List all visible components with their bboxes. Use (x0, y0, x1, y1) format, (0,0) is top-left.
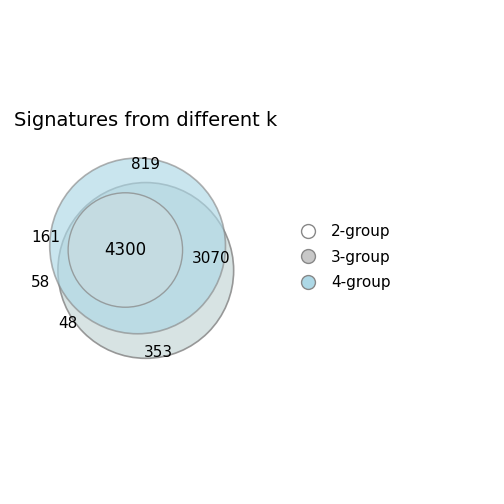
Title: Signatures from different k: Signatures from different k (14, 111, 277, 130)
Circle shape (58, 182, 234, 358)
Circle shape (68, 193, 182, 307)
Legend: 2-group, 3-group, 4-group: 2-group, 3-group, 4-group (287, 218, 397, 296)
Text: 353: 353 (144, 345, 172, 360)
Text: 58: 58 (31, 275, 50, 290)
Text: 3070: 3070 (192, 250, 230, 266)
Circle shape (50, 158, 225, 334)
Text: 819: 819 (131, 157, 160, 172)
Text: 161: 161 (31, 230, 60, 245)
Text: 4300: 4300 (104, 241, 146, 259)
Text: 48: 48 (58, 316, 78, 331)
